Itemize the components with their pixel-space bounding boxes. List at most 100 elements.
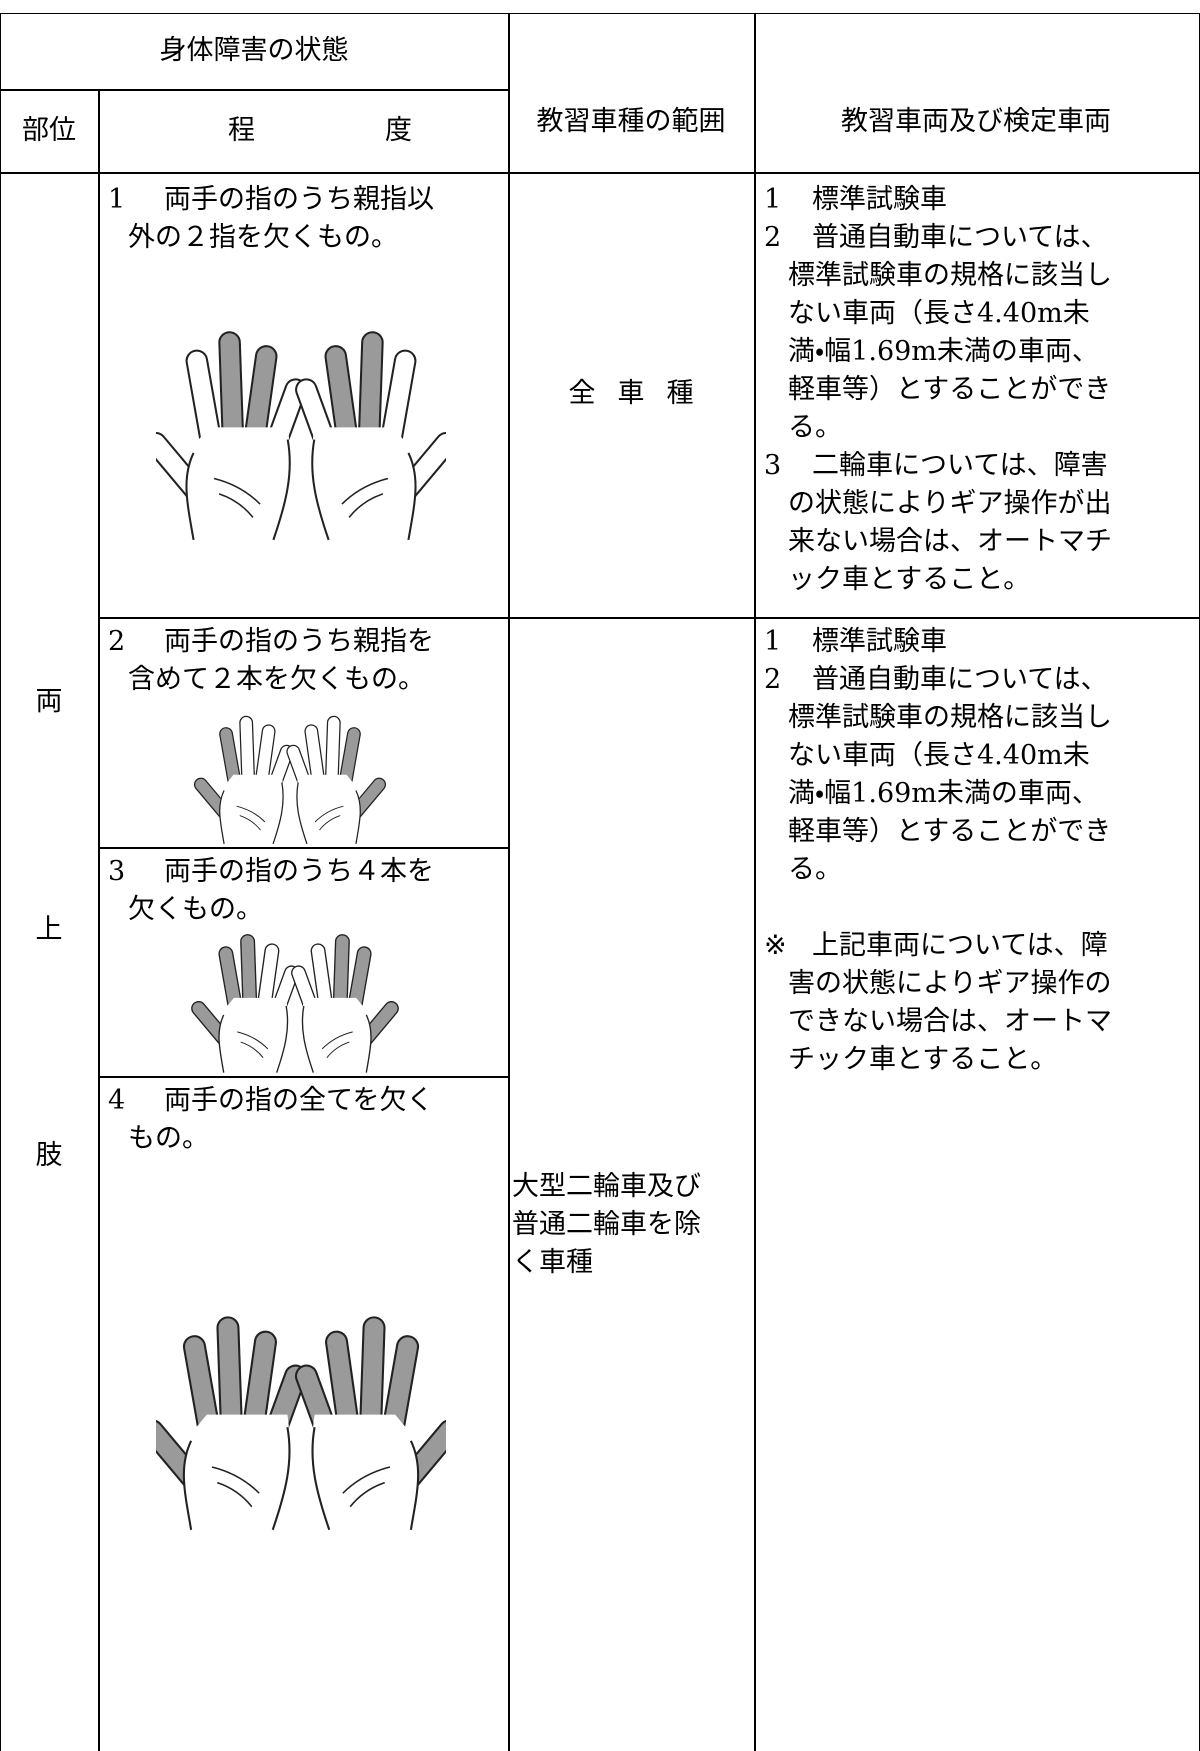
text-line: 軽車等）とすることができ <box>764 813 1112 851</box>
text-line: もの。 <box>108 1120 433 1158</box>
palm-line <box>314 805 344 831</box>
text-line: 大型二輪車及び <box>512 1168 701 1206</box>
text-line: 普通二輪車を除 <box>512 1206 701 1244</box>
vehicle-item: 2 普通自動車については、標準試験車の規格に該当し ない車両（長さ4.40m未 満・幅… <box>764 219 1112 447</box>
vehicle-item: 1 標準試験車 <box>764 623 947 661</box>
text-line: 軽車等）とすることができ <box>764 371 1112 409</box>
item-number: 3 <box>764 450 782 481</box>
text-line: 欠くもの。 <box>108 891 434 929</box>
text: 満・幅1.69m未満の車両、 <box>788 778 1099 809</box>
text: 軽車等）とすることができ <box>788 374 1112 405</box>
text-line: る。 <box>764 409 1112 447</box>
text-line: 2 普通自動車については、 <box>764 219 1112 257</box>
palm-edge <box>311 1427 420 1531</box>
item-number: 2 <box>764 664 782 695</box>
text-line: 来ない場合は、オートマチ <box>764 523 1112 561</box>
header-vehicle-range: 教習車種の範囲 <box>536 106 726 137</box>
header-condition: 身体障害の状態 <box>159 35 349 66</box>
text: 満・幅1.69m未満の車両、 <box>788 336 1099 367</box>
text: 両手の指のうち親指以 <box>164 184 434 215</box>
hands-illustration <box>156 331 446 541</box>
vehicle-item: 3 二輪車については、障害の状態によりギア操作が出 来ない場合は、オートマチ ック車と… <box>764 447 1112 599</box>
palm-line <box>321 1031 353 1058</box>
palm <box>302 997 372 1073</box>
vehicle-range: 全車種 <box>568 378 716 409</box>
text-line: できない場合は、オートマ <box>764 1003 1112 1041</box>
hands-illustration <box>156 1316 446 1531</box>
palm-line <box>237 1031 269 1058</box>
table-cell <box>754 172 1200 619</box>
text: の状態によりギア操作が出 <box>788 488 1112 519</box>
text: 含めて２本を欠くもの。 <box>128 664 425 695</box>
table-cell <box>754 13 1200 174</box>
text: る。 <box>788 412 842 443</box>
item-number: 1 <box>764 184 782 215</box>
degree-text: 1 両手の指のうち親指以 外の２指を欠くもの。 <box>108 181 434 257</box>
text-line: の状態によりギア操作が出 <box>764 485 1112 523</box>
palm-edge <box>218 1005 289 1073</box>
hands-illustration <box>191 934 399 1073</box>
hand <box>156 1316 308 1531</box>
text-line: 2 普通自動車については、 <box>764 661 1112 699</box>
item-number: 2 <box>108 626 126 657</box>
text: 標準試験車の規格に該当し <box>788 702 1112 733</box>
text-line: 含めて２本を欠くもの。 <box>108 661 434 699</box>
text-line: ない車両（長さ4.40m未 <box>764 295 1112 333</box>
palm-edge <box>185 439 291 541</box>
text: 欠くもの。 <box>128 894 263 925</box>
text: 普通二輪車を除 <box>512 1209 701 1240</box>
palm-line <box>341 477 389 518</box>
text: く車種 <box>512 1247 593 1278</box>
text: 軽車等）とすることができ <box>788 816 1112 847</box>
palm <box>312 1414 419 1530</box>
text: ック車とすること。 <box>788 564 1031 595</box>
degree-text: 2 両手の指のうち親指を 含めて２本を欠くもの。 <box>108 623 434 699</box>
text-line: く車種 <box>512 1244 701 1282</box>
hand <box>191 934 299 1073</box>
palm-edge <box>301 1005 372 1073</box>
vehicle-range: 大型二輪車及び 普通二輪車を除 く車種 <box>512 1168 701 1282</box>
text-line: 3 二輪車については、障害 <box>764 447 1112 485</box>
text: 普通自動車については、 <box>812 222 1108 253</box>
table-cell <box>98 89 510 174</box>
table-cell <box>98 617 510 849</box>
text-line: ない車両（長さ4.40m未 <box>764 737 1112 775</box>
table-cell <box>508 13 756 174</box>
table-cell <box>98 847 510 1078</box>
text: 二輪車については、障害 <box>812 450 1108 481</box>
text-line: 満・幅1.69m未満の車両、 <box>764 333 1112 371</box>
text: 両手の指のうち４本を <box>164 856 434 887</box>
body-part-char: 上 <box>35 914 63 945</box>
text: 上記車両については、障 <box>812 930 1108 961</box>
hand <box>193 715 294 845</box>
text-line: 標準試験車の規格に該当し <box>764 699 1112 737</box>
text-line: 1 両手の指のうち親指以 <box>108 181 434 219</box>
palm-edge <box>296 782 361 845</box>
palm-line <box>211 1466 260 1508</box>
item-number: 2 <box>764 222 782 253</box>
vehicle-item: 1 標準試験車 <box>764 181 947 219</box>
palm <box>219 774 284 844</box>
table-cell <box>98 172 510 619</box>
palm-edge <box>182 1427 291 1531</box>
text-line: 3 両手の指のうち４本を <box>108 853 434 891</box>
text: ない車両（長さ4.40m未 <box>788 298 1090 329</box>
hand <box>286 715 387 845</box>
vehicle-item: ※ 上記車両については、障 害の状態によりギア操作の できない場合は、オートマ チック車… <box>764 927 1112 1079</box>
text: 標準試験車の規格に該当し <box>788 260 1112 291</box>
header-part: 部位 <box>22 115 76 146</box>
item-number: ※ <box>764 930 787 961</box>
text: 外の２指を欠くもの。 <box>128 222 398 253</box>
text-line: 1 標準試験車 <box>764 623 947 661</box>
body-part-char: 両 <box>35 686 63 717</box>
palm-line <box>213 477 261 518</box>
hand <box>156 331 307 541</box>
item-number: 4 <box>108 1085 126 1116</box>
text-line: 標準試験車の規格に該当し <box>764 257 1112 295</box>
item-number: 1 <box>764 626 782 657</box>
hand <box>295 331 446 541</box>
text-line: 外の２指を欠くもの。 <box>108 219 434 257</box>
palm-line <box>236 805 266 831</box>
text: 来ない場合は、オートマチ <box>788 526 1112 557</box>
text: ない車両（長さ4.40m未 <box>788 740 1090 771</box>
